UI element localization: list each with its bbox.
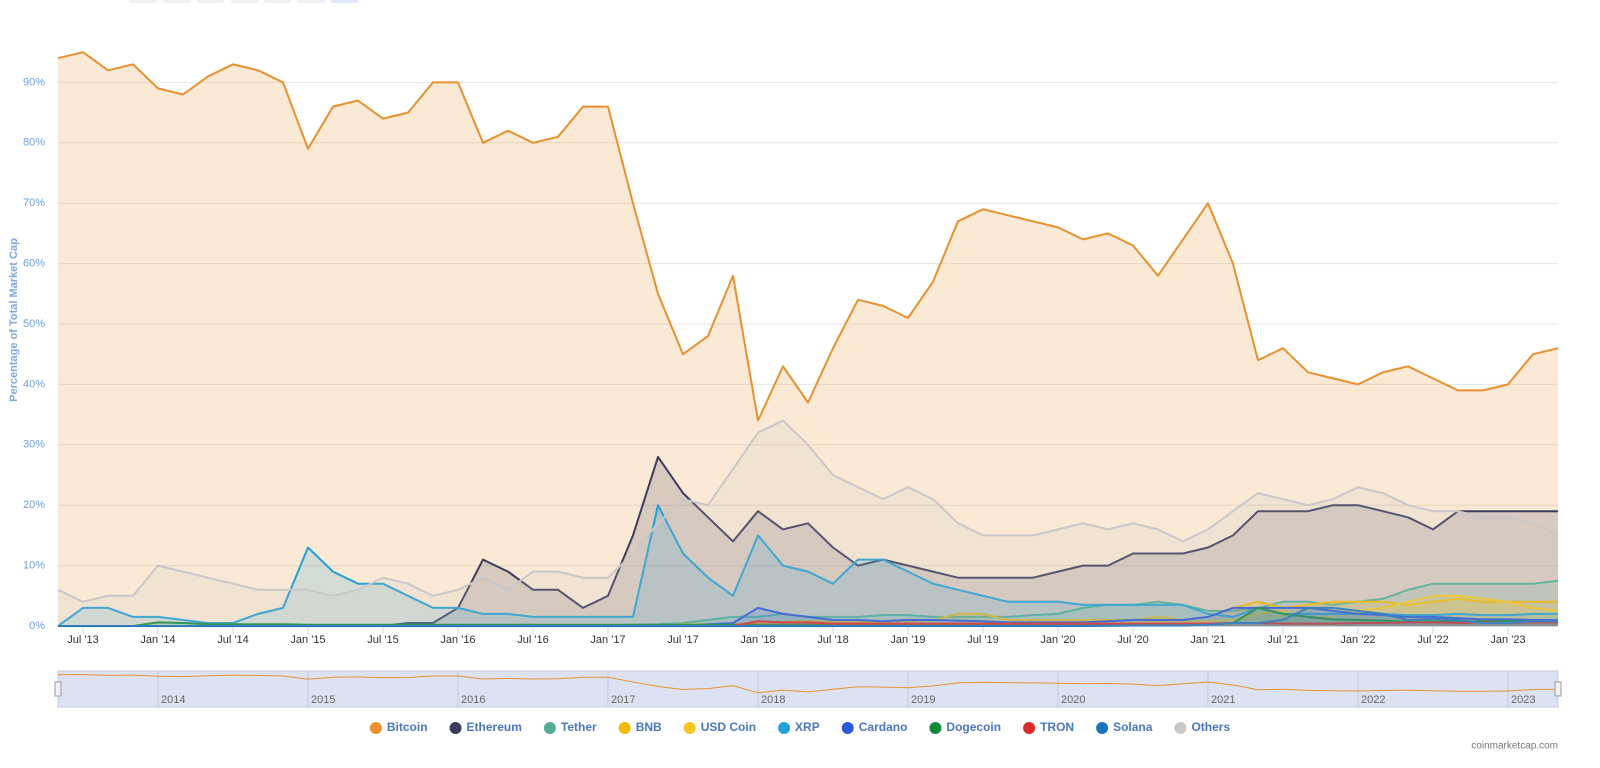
x-tick-label: Jul '17 (667, 634, 698, 646)
legend-marker (618, 722, 631, 734)
legend-label[interactable]: Ethereum (467, 720, 522, 734)
x-tick-label: Jan '18 (740, 634, 775, 646)
navigator-label: 2019 (911, 694, 935, 706)
navigator-handle[interactable] (1554, 681, 1562, 697)
x-tick-label: Jan '15 (290, 634, 325, 646)
navigator-label: 2017 (611, 694, 635, 706)
range-button[interactable] (197, 0, 224, 3)
range-button[interactable] (163, 0, 190, 3)
area-fill (58, 607, 1558, 626)
y-tick-label: 50% (23, 318, 45, 330)
legend-label[interactable]: BNB (636, 720, 662, 734)
series-line (57, 51, 1559, 422)
legend: Bitcoin Ethereum Tether BNB USD Coin XRP Carda… (369, 720, 1230, 734)
x-tick-label: Jul '22 (1417, 634, 1448, 646)
y-tick-label: 10% (23, 560, 45, 572)
legend-label[interactable]: TRON (1040, 720, 1074, 734)
legend-label[interactable]: Others (1191, 720, 1230, 734)
navigator-label: 2021 (1211, 694, 1235, 706)
x-tick-label: Jan '14 (140, 634, 175, 646)
x-tick-label: Jan '19 (890, 634, 925, 646)
y-tick-label: 0% (29, 620, 45, 632)
legend-label[interactable]: Cardano (859, 720, 908, 734)
range-button[interactable] (298, 0, 325, 3)
area-fill (58, 456, 1558, 626)
x-tick-label: Jan '16 (440, 634, 475, 646)
area-fill (58, 580, 1558, 626)
legend-label[interactable]: Solana (1113, 720, 1153, 734)
area-fill (58, 420, 1558, 626)
legend-marker (1023, 722, 1036, 734)
legend-marker (369, 722, 382, 734)
legend-marker (449, 722, 462, 734)
legend-marker (1174, 722, 1187, 734)
legend-label[interactable]: Tether (561, 720, 597, 734)
legend-label[interactable]: XRP (795, 720, 820, 734)
navigator-handle[interactable] (54, 681, 62, 697)
range-button[interactable] (331, 0, 358, 3)
area-fill (58, 52, 1558, 626)
y-tick-label: 70% (23, 197, 45, 209)
series-line (57, 419, 1559, 603)
legend-marker (778, 722, 791, 734)
x-tick-label: Jul '16 (517, 634, 548, 646)
x-tick-label: Jan '21 (1190, 634, 1225, 646)
legend-marker (543, 722, 556, 734)
y-axis-title: Percentage of Total Market Cap (8, 238, 20, 402)
y-tick-label: 90% (23, 76, 45, 88)
navigator-label: 2015 (311, 694, 335, 706)
x-tick-label: Jul '21 (1267, 634, 1298, 646)
legend-marker (929, 722, 942, 734)
navigator-label: 2022 (1361, 694, 1385, 706)
x-tick-label: Jan '20 (1040, 634, 1075, 646)
series-line (58, 606, 1558, 627)
range-button[interactable] (231, 0, 258, 3)
legend-label[interactable]: Bitcoin (387, 720, 428, 734)
x-tick-label: Jan '22 (1340, 634, 1375, 646)
legend-label[interactable]: USD Coin (701, 720, 756, 734)
x-tick-label: Jul '15 (367, 634, 398, 646)
legend-marker (683, 722, 696, 734)
legend-marker (1096, 722, 1109, 734)
series-line (57, 504, 1558, 627)
navigator-label: 2018 (761, 694, 785, 706)
x-tick-label: Jan '17 (590, 634, 625, 646)
legend-marker (841, 722, 854, 734)
series-line (58, 606, 1559, 627)
navigator-label: 2016 (461, 694, 485, 706)
navigator-label: 2023 (1511, 694, 1535, 706)
y-tick-label: 80% (23, 137, 45, 149)
x-tick-label: Jan '23 (1490, 634, 1525, 646)
navigator-line (57, 673, 1559, 694)
x-tick-label: Jul '13 (67, 634, 98, 646)
x-tick-label: Jul '20 (1117, 634, 1148, 646)
y-tick-label: 60% (23, 258, 45, 270)
area-fill (58, 505, 1558, 626)
area-fill (58, 607, 1558, 626)
legend-label[interactable]: Dogecoin (946, 720, 1001, 734)
range-button[interactable] (130, 0, 157, 3)
range-button[interactable] (264, 0, 291, 3)
navigator-label: 2014 (161, 694, 185, 706)
credit: coinmarketcap.com (1471, 741, 1558, 752)
y-tick-label: 30% (23, 439, 45, 451)
y-tick-label: 40% (23, 378, 45, 390)
x-tick-label: Jul '19 (967, 634, 998, 646)
navigator-label: 2020 (1061, 694, 1085, 706)
x-tick-label: Jul '14 (217, 634, 248, 646)
x-tick-label: Jul '18 (817, 634, 848, 646)
y-tick-label: 20% (23, 499, 45, 511)
